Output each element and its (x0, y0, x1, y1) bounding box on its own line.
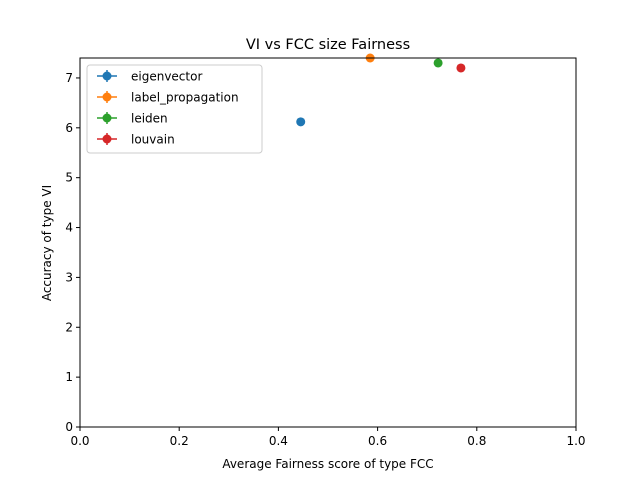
y-tick-label: 5 (65, 171, 73, 185)
x-tick-label: 0.4 (269, 434, 288, 448)
legend-label: label_propagation (131, 91, 239, 105)
y-tick-label: 3 (65, 270, 73, 284)
x-axis-ticks: 0.0 0.2 0.4 0.6 0.8 1.0 (70, 427, 586, 448)
data-point-leiden (433, 58, 443, 68)
y-tick-label: 1 (65, 370, 73, 384)
legend-label: louvain (131, 133, 175, 147)
y-tick-label: 2 (65, 320, 73, 334)
data-point-eigenvector (296, 117, 306, 127)
data-point-louvain (456, 63, 466, 73)
y-tick-label: 0 (65, 420, 73, 434)
x-tick-label: 0.6 (368, 434, 387, 448)
legend-label: leiden (131, 112, 168, 126)
x-axis-label: Average Fairness score of type FCC (222, 457, 433, 471)
legend-frame (86, 64, 263, 154)
legend-marker-dot (102, 113, 112, 123)
x-tick-label: 0.2 (170, 434, 189, 448)
chart-title: VI vs FCC size Fairness (246, 37, 410, 53)
x-tick-label: 1.0 (566, 434, 585, 448)
legend-marker-dot (102, 92, 112, 102)
y-axis-ticks: 0 1 2 3 4 5 6 7 (65, 71, 80, 434)
y-axis-label: Accuracy of type VI (40, 185, 54, 301)
legend-marker-dot (102, 71, 112, 81)
data-points (296, 53, 466, 127)
legend-label: eigenvector (131, 70, 202, 84)
y-tick-label: 4 (65, 221, 73, 235)
y-tick-label: 7 (65, 71, 73, 85)
y-tick-label: 6 (65, 121, 73, 135)
x-tick-label: 0.8 (467, 434, 486, 448)
x-tick-label: 0.0 (70, 434, 89, 448)
legend-marker-dot (102, 134, 112, 144)
plot-frame (79, 57, 577, 428)
